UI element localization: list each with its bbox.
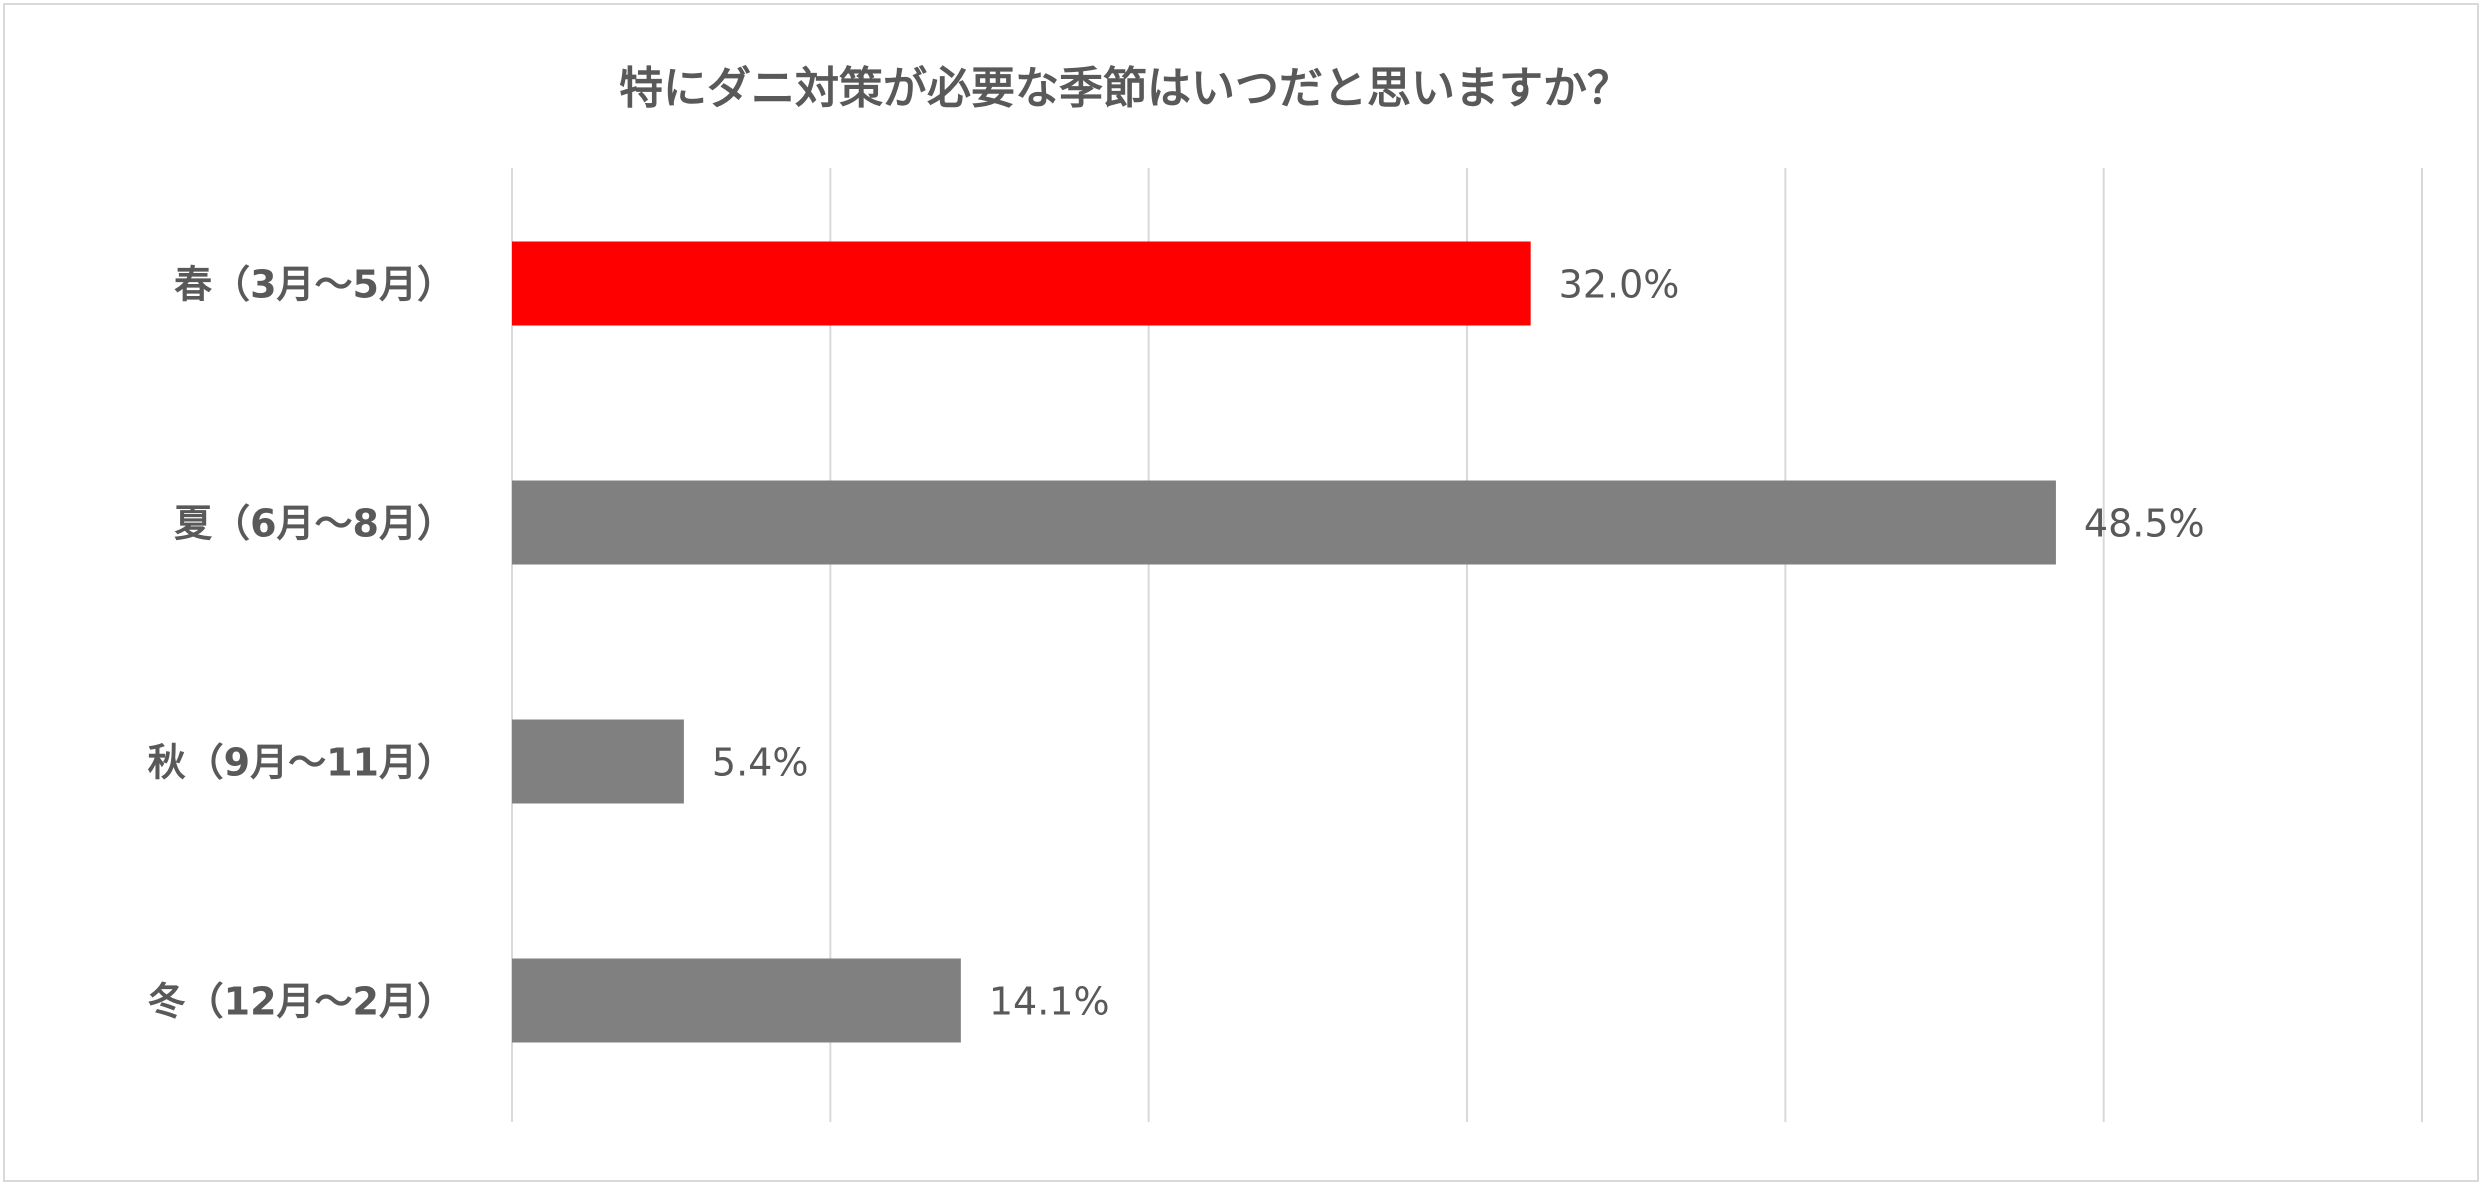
- data-label: 14.1%: [989, 980, 1110, 1024]
- bar: [512, 241, 1531, 326]
- category-label: 冬（12月～2月）: [148, 980, 455, 1024]
- category-label: 春（3月～5月）: [174, 263, 455, 307]
- bar: [512, 480, 2056, 565]
- chart-frame: [3, 3, 2479, 1182]
- chart-title: 特にダニ対策が必要な季節はいつだと思いますか？: [619, 63, 1631, 114]
- data-label: 32.0%: [1559, 263, 1680, 307]
- category-label: 夏（6月～8月）: [174, 502, 455, 546]
- data-label: 5.4%: [712, 741, 809, 785]
- bar: [512, 719, 684, 804]
- category-label: 秋（9月～11月）: [148, 741, 455, 785]
- data-label: 48.5%: [2084, 502, 2205, 546]
- bar: [512, 958, 961, 1043]
